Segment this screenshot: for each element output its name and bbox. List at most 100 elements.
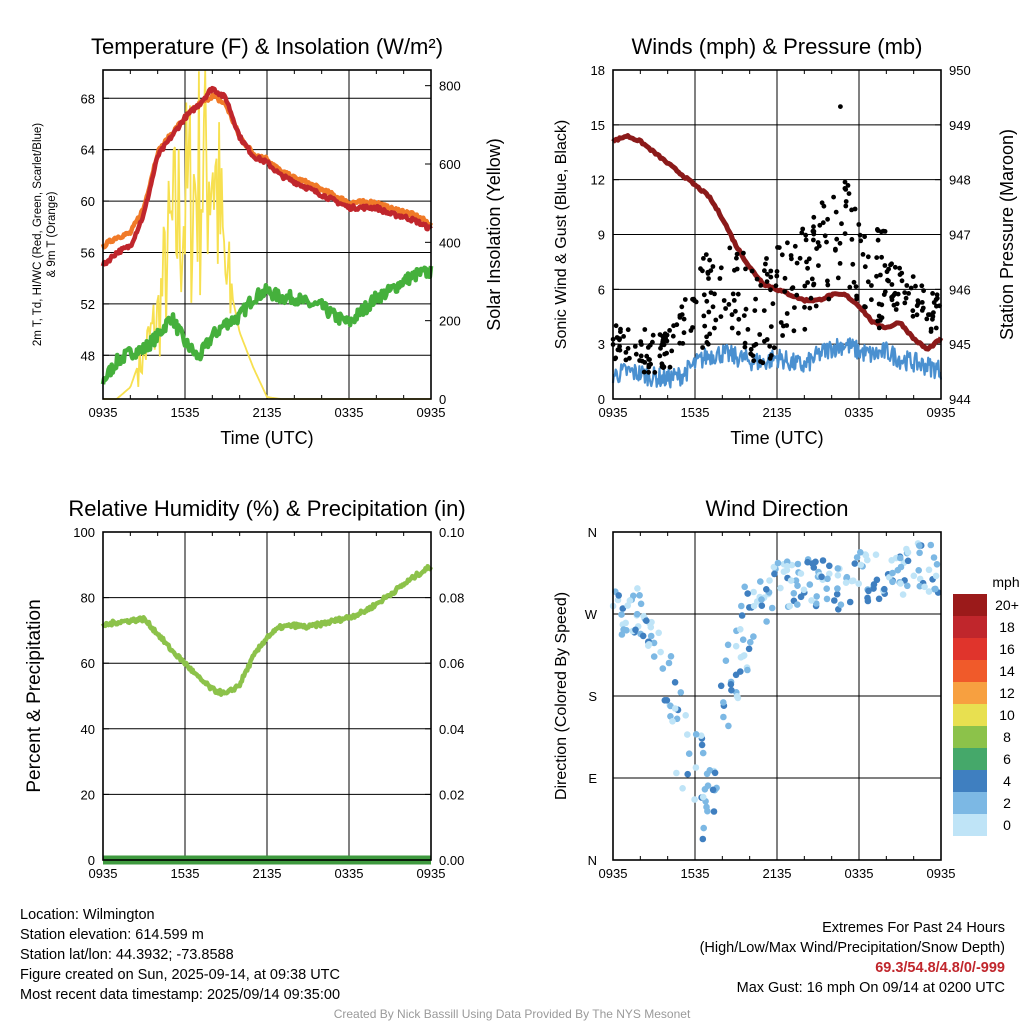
gust-point xyxy=(862,264,868,270)
direction-point xyxy=(786,602,793,610)
y2-tick-label: 946 xyxy=(949,282,971,297)
y2-tick-label: 0.08 xyxy=(439,591,464,606)
direction-point xyxy=(633,610,641,618)
gust-point xyxy=(837,261,843,266)
gust-point xyxy=(773,283,779,289)
direction-point xyxy=(682,712,689,719)
colorbar-label: 4 xyxy=(1003,773,1011,789)
direction-point xyxy=(855,580,862,587)
direction-point xyxy=(783,562,791,570)
y2-tick-label: 0.04 xyxy=(439,722,464,737)
gust-point xyxy=(853,284,859,289)
direction-point xyxy=(737,654,745,661)
gust-point xyxy=(662,351,668,357)
direction-point xyxy=(809,560,816,567)
y-tick-label: 64 xyxy=(81,143,95,158)
direction-point xyxy=(650,653,658,660)
gust-point xyxy=(761,308,767,313)
gust-point xyxy=(805,280,810,285)
gust-point xyxy=(770,301,776,307)
gust-point xyxy=(757,332,763,337)
gust-point xyxy=(745,327,751,332)
gust-point xyxy=(876,325,882,331)
direction-point xyxy=(750,633,757,640)
direction-point xyxy=(710,808,718,815)
direction-point xyxy=(619,605,627,612)
gust-point xyxy=(753,341,759,347)
direction-point xyxy=(862,552,870,559)
created-text: Figure created on Sun, 2025-09-14, at 09… xyxy=(20,967,340,983)
gust-point xyxy=(930,291,935,296)
extremes-values: 69.3/54.8/4.8/0/-999 xyxy=(875,960,1005,976)
colorbar-label: 20+ xyxy=(995,597,1019,613)
direction-point xyxy=(834,585,841,592)
direction-point xyxy=(750,602,758,610)
gust-point xyxy=(875,237,881,243)
gust-point xyxy=(843,199,849,204)
gust-point xyxy=(885,277,890,283)
x-tick-label: 0935 xyxy=(927,405,956,420)
y-axis-label: 2m T, Td, HI/WC (Red, Green, Scarlet/Blu… xyxy=(32,123,44,346)
gust-point xyxy=(613,355,619,361)
gust-point xyxy=(811,224,816,230)
x-tick-label: 0935 xyxy=(927,866,956,881)
extremes-box: Extremes For Past 24 Hours (High/Low/Max… xyxy=(700,918,1005,998)
y-tick-label: 3 xyxy=(598,337,605,352)
gust-point xyxy=(729,312,735,318)
gust-point xyxy=(899,278,905,284)
direction-point xyxy=(750,588,757,596)
colorbar-swatch xyxy=(953,792,987,814)
y2-tick-label: 0.00 xyxy=(439,853,464,868)
x-tick-label: 0335 xyxy=(335,405,364,420)
gust-point xyxy=(919,283,925,289)
y-axis-label-2: & 9m T (Orange) xyxy=(46,191,58,277)
direction-point xyxy=(787,577,795,584)
gust-point xyxy=(842,231,848,237)
x-tick-label: 2135 xyxy=(253,866,282,881)
y2-tick-label: 0.10 xyxy=(439,525,464,540)
direction-point xyxy=(665,659,673,667)
direction-point xyxy=(704,782,712,789)
direction-point xyxy=(661,697,669,704)
gust-point xyxy=(743,266,748,272)
direction-point xyxy=(932,572,940,580)
direction-point xyxy=(826,562,833,570)
direction-point xyxy=(684,731,691,738)
direction-point xyxy=(673,769,680,777)
gust-point xyxy=(768,274,774,280)
direction-point xyxy=(667,653,675,660)
gust-point xyxy=(617,337,622,343)
gust-point xyxy=(910,274,916,279)
gust-point xyxy=(800,226,806,232)
gust-point xyxy=(753,296,758,302)
direction-point xyxy=(842,579,850,586)
y-tick-label: S xyxy=(588,689,597,704)
gust-point xyxy=(771,345,777,351)
gust-point xyxy=(893,307,899,312)
direction-point xyxy=(738,612,746,619)
gust-point xyxy=(791,328,797,334)
direction-point xyxy=(768,604,776,612)
gust-point xyxy=(642,327,648,332)
temp-2m-line xyxy=(100,85,433,267)
gust-point xyxy=(681,330,687,336)
y-tick-label: 9 xyxy=(598,228,605,243)
gust-point xyxy=(804,259,809,265)
x-tick-label: 0335 xyxy=(335,866,364,881)
gust-point xyxy=(623,350,629,355)
direction-point xyxy=(671,705,679,712)
gust-point xyxy=(856,222,862,227)
gust-point xyxy=(710,264,716,269)
gust-point xyxy=(930,314,936,319)
direction-point xyxy=(851,560,859,567)
direction-point xyxy=(834,565,842,572)
x-tick-label: 2135 xyxy=(253,405,282,420)
x-tick-label: 1535 xyxy=(681,405,710,420)
gust-point xyxy=(921,288,926,294)
gust-point xyxy=(903,295,909,301)
y2-axis-label: Solar Insolation (Yellow) xyxy=(484,138,504,330)
direction-point xyxy=(724,641,732,649)
direction-point xyxy=(800,586,808,594)
x-tick-label: 0335 xyxy=(845,866,874,881)
direction-point xyxy=(916,582,924,590)
